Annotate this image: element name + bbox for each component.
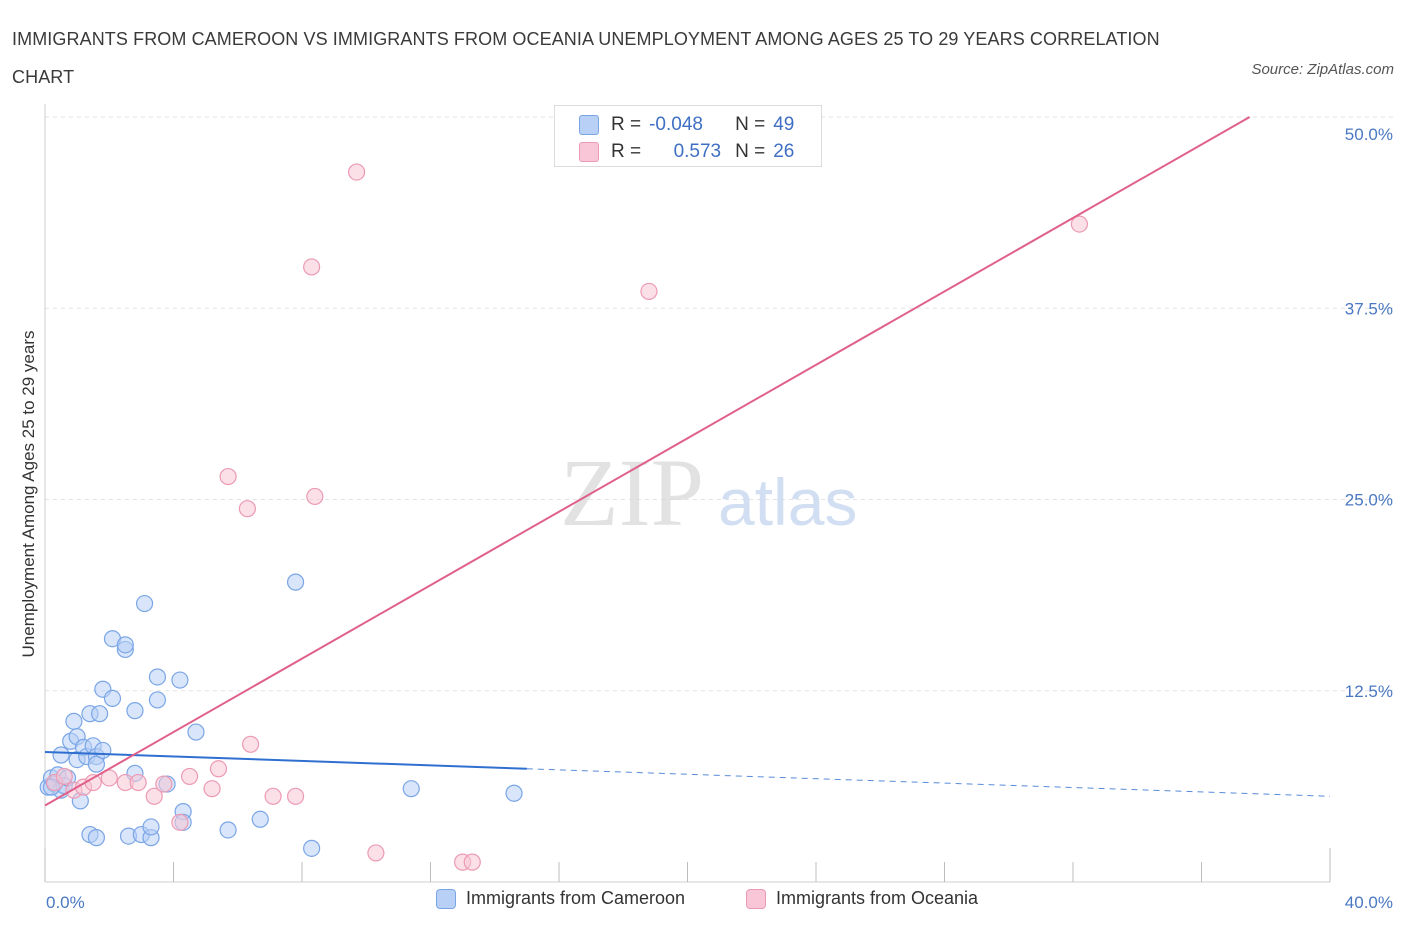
- x-tick-label-min: 0.0%: [46, 893, 85, 912]
- cameroon-point: [87, 829, 106, 847]
- legend-r-label: R =: [611, 141, 642, 162]
- cameroon-point: [171, 671, 189, 689]
- oceania-point: [100, 769, 118, 787]
- legend-n-value-oceania: 26: [773, 141, 795, 162]
- correlation-legend: R = -0.048 N = 49 R = 0.573 N = 26: [554, 105, 822, 167]
- cameroon-point: [126, 702, 144, 720]
- chart-title: IMMIGRANTS FROM CAMEROON VS IMMIGRANTS F…: [12, 29, 1160, 87]
- oceania-point: [171, 813, 189, 831]
- y-axis-label: Unemployment Among Ages 25 to 29 years: [19, 331, 38, 658]
- cameroon-point: [135, 594, 154, 613]
- gridlines: [45, 116, 1394, 692]
- cameroon-point: [65, 712, 83, 730]
- legend-n-value-cameroon: 49: [773, 114, 795, 135]
- cameroon-point: [116, 636, 134, 654]
- oceania-point: [129, 773, 147, 792]
- legend-swatch-oceania: [579, 142, 599, 162]
- cameroon-point: [187, 723, 205, 741]
- cameroon-point: [251, 810, 269, 828]
- watermark-atlas: atlas: [718, 465, 857, 539]
- legend-r-value-oceania: 0.573: [673, 141, 722, 162]
- bottom-legend-label-oceania: Immigrants from Oceania: [776, 888, 979, 908]
- cameroon-trendline: [44, 750, 527, 770]
- cameroon-point: [103, 689, 122, 708]
- legend-row-oceania: R = 0.573 N = 26: [579, 139, 794, 165]
- cameroon-point: [148, 668, 167, 686]
- bottom-legend-swatch-cameroon: [436, 888, 456, 909]
- oceania-point: [145, 787, 163, 805]
- oceania-point: [55, 767, 73, 786]
- bottom-legend-swatch-oceania: [746, 888, 766, 909]
- legend-r-value-cameroon: -0.048: [649, 114, 703, 135]
- legend-row-cameroon: R = -0.048 N = 49: [579, 112, 794, 138]
- watermark: ZIP atlas: [560, 439, 857, 546]
- source-credit: Source: ZipAtlas.com: [1251, 61, 1394, 78]
- cameroon-point: [219, 821, 237, 839]
- y-tick-label: 25.0%: [1345, 491, 1393, 510]
- oceania-point: [264, 787, 282, 805]
- y-tick-label: 12.5%: [1345, 682, 1393, 701]
- legend-swatch-cameroon: [579, 115, 599, 135]
- bottom-legend: Immigrants from Cameroon Immigrants from…: [0, 888, 1406, 918]
- oceania-point: [155, 775, 173, 793]
- oceania-point: [306, 487, 324, 506]
- legend-n-label: N =: [735, 114, 766, 135]
- oceania-point: [219, 467, 237, 486]
- cameroon-point: [148, 691, 167, 709]
- cameroon-point: [87, 755, 106, 773]
- cameroon-point: [52, 746, 70, 764]
- cameroon-trendline-extension: [526, 768, 1331, 797]
- oceania-point: [348, 163, 366, 181]
- oceania-point: [242, 735, 260, 753]
- cameroon-point: [94, 741, 112, 760]
- cameroon-point: [505, 784, 523, 802]
- cameroon-point: [402, 780, 420, 798]
- trendlines: [44, 116, 1331, 807]
- oceania-point: [238, 500, 256, 518]
- bottom-legend-cameroon: Immigrants from Cameroon: [436, 888, 685, 909]
- watermark-zip: ZIP: [560, 439, 704, 546]
- oceania-trendline: [44, 116, 1251, 807]
- y-tick-label: 50.0%: [1345, 125, 1393, 144]
- oceania-point: [367, 844, 385, 862]
- oceania-point: [286, 787, 305, 805]
- cameroon-point: [142, 818, 160, 836]
- series-cameroon-points: [39, 573, 523, 857]
- x-tick-label-max: 40.0%: [1345, 893, 1393, 912]
- oceania-point: [463, 853, 481, 871]
- oceania-point: [203, 780, 221, 798]
- oceania-point: [1070, 215, 1089, 233]
- y-tick-label: 37.5%: [1345, 299, 1393, 318]
- cameroon-point: [91, 705, 109, 723]
- legend-r-label: R =: [611, 114, 642, 135]
- series-oceania-points: [46, 163, 1089, 871]
- cameroon-point: [303, 839, 321, 857]
- legend-n-label: N =: [735, 141, 766, 162]
- tick-labels: 12.5% 25.0% 37.5% 50.0% 0.0% 40.0%: [46, 125, 1393, 912]
- bottom-legend-oceania: Immigrants from Oceania: [746, 888, 978, 909]
- cameroon-point: [286, 573, 305, 591]
- oceania-point: [640, 282, 658, 301]
- oceania-point: [180, 767, 199, 786]
- oceania-point: [303, 258, 321, 276]
- oceania-point: [209, 760, 228, 778]
- bottom-legend-label-cameroon: Immigrants from Cameroon: [466, 888, 686, 908]
